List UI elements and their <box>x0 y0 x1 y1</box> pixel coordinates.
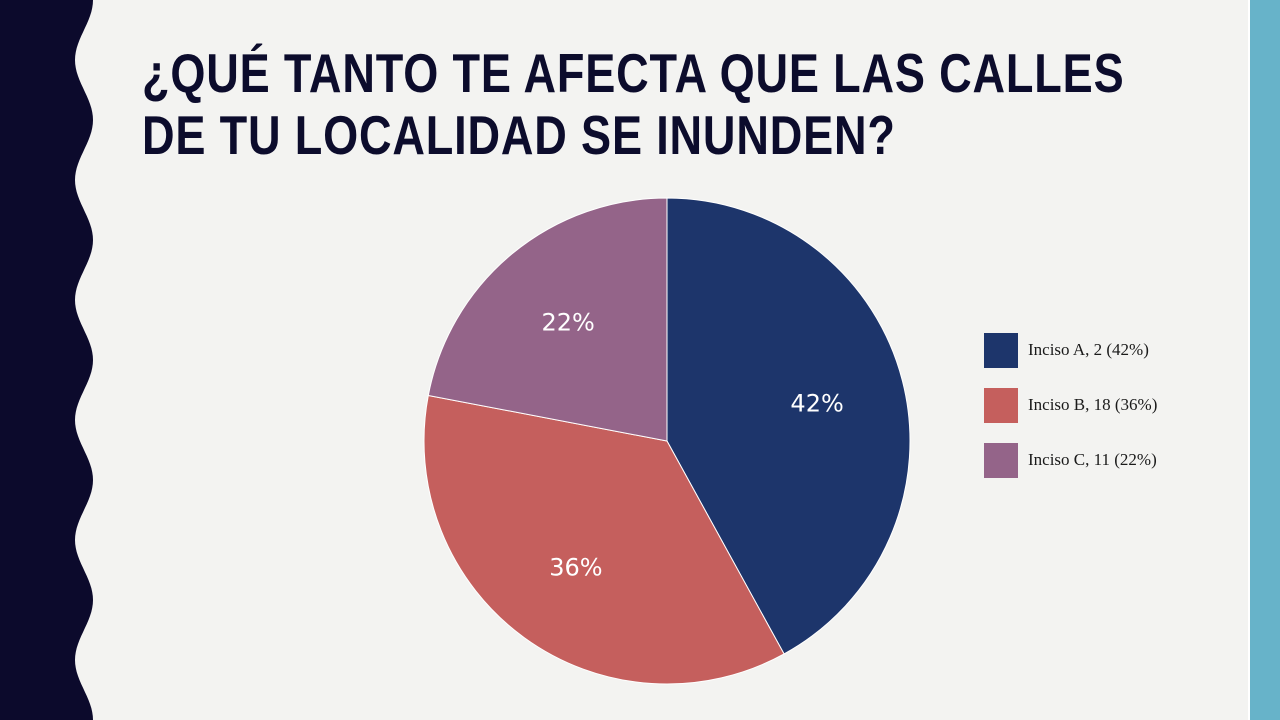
slide-title-line-2: DE TU LOCALIDAD SE INUNDEN? <box>142 104 896 166</box>
legend-swatch-a <box>984 332 1018 368</box>
legend-swatch-b <box>984 387 1018 423</box>
legend-label-c: Inciso C, 11 (22%) <box>1028 450 1157 469</box>
pie-slice-b <box>423 394 785 685</box>
legend-item-a: Inciso A, 2 (42%) <box>984 332 1157 368</box>
right-accent-edge <box>1248 0 1250 720</box>
legend-label-a: Inciso A, 2 (42%) <box>1028 340 1149 359</box>
legend-label-b: Inciso B, 18 (36%) <box>1028 395 1158 414</box>
chart-legend: Inciso A, 2 (42%) Inciso B, 18 (36%) Inc… <box>984 332 1157 497</box>
legend-swatch-c <box>984 442 1018 478</box>
pie-slice-label-b: 36% <box>549 553 602 581</box>
pie-slice-c <box>427 197 668 442</box>
right-accent-strip <box>1250 0 1280 720</box>
slide-title: ¿QUÉ TANTO TE AFECTA QUE LAS CALLES DE T… <box>142 42 1125 166</box>
legend-item-b: Inciso B, 18 (36%) <box>984 387 1157 423</box>
slide-title-line-1: ¿QUÉ TANTO TE AFECTA QUE LAS CALLES <box>142 42 1125 104</box>
pie-slice-label-a: 42% <box>790 390 843 418</box>
pie-slice-a <box>666 197 911 655</box>
decorative-wave-band <box>0 0 93 720</box>
legend-item-c: Inciso C, 11 (22%) <box>984 442 1157 478</box>
pie-slice-label-c: 22% <box>542 309 595 337</box>
